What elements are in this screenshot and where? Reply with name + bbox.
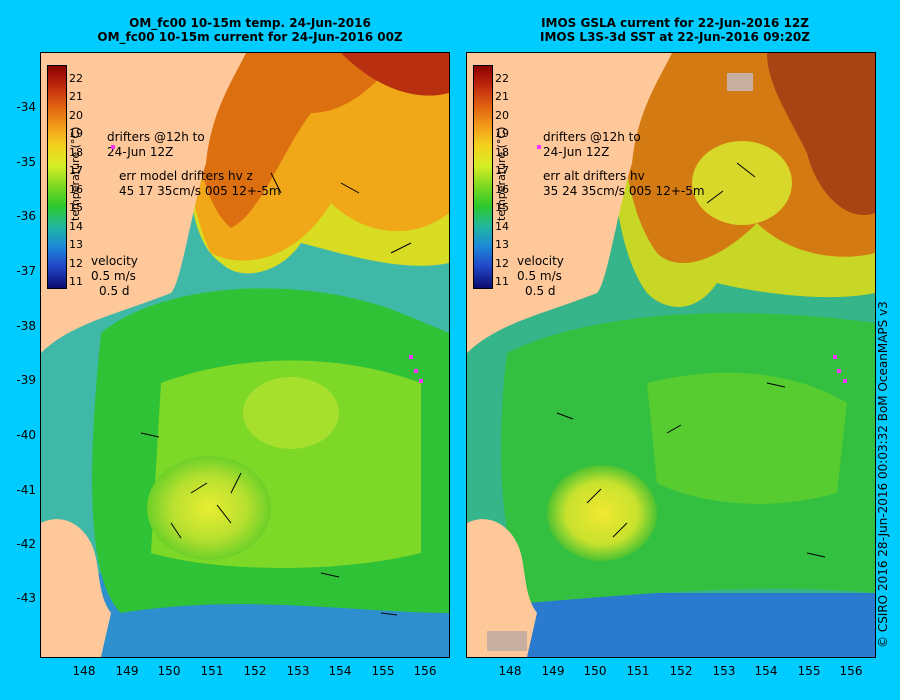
y-label: -42 [16,537,36,551]
y-label: -41 [16,483,36,497]
x-label: 151 [200,664,224,678]
right-colorbar-ticks: 22 21 20 19 18 17 16 15 14 13 12 11 [493,65,519,287]
tick: 16 [495,183,509,196]
drifter-marker [419,379,423,383]
err-label: err alt drifters hv [543,169,645,183]
velocity-speed: 0.5 m/s [517,269,562,283]
x-label: 155 [797,664,821,678]
x-label: 152 [669,664,693,678]
right-panel-title: IMOS GSLA current for 22-Jun-2016 12Z IM… [480,16,870,44]
err-values: 45 17 35cm/s 005 12+-5m [119,184,281,198]
drifter-marker [837,369,841,373]
tick: 18 [69,146,83,159]
tick: 14 [69,220,83,233]
x-label: 152 [243,664,267,678]
tick: 16 [69,183,83,196]
right-title-line2: IMOS L3S-3d SST at 22-Jun-2016 09:20Z [540,30,810,44]
tick: 21 [495,90,509,103]
tick: 22 [495,72,509,85]
right-map-panel: 22 21 20 19 18 17 16 15 14 13 12 11 temp… [466,52,876,658]
x-label: 153 [286,664,310,678]
x-label: 155 [371,664,395,678]
drifter-marker [409,355,413,359]
x-label: 156 [839,664,863,678]
tick: 13 [495,238,509,251]
drifter-marker [843,379,847,383]
right-map-field [467,53,875,657]
velocity-label: velocity [91,254,138,268]
x-label: 151 [626,664,650,678]
velocity-label: velocity [517,254,564,268]
drifter-marker [111,145,115,149]
tick: 11 [495,275,509,288]
tick: 15 [69,201,83,214]
right-colorbar-unit: temperature (°C) [495,126,508,221]
y-label: -34 [16,100,36,114]
y-label: -35 [16,155,36,169]
tick: 15 [495,201,509,214]
x-label: 150 [157,664,181,678]
tick: 12 [495,257,509,270]
credit-text: © CSIRO 2016 28-Jun-2016 00:03:32 BoM Oc… [876,301,890,648]
x-label: 148 [498,664,522,678]
x-label: 149 [541,664,565,678]
x-label: 148 [72,664,96,678]
drifter-marker [537,145,541,149]
y-label: -40 [16,428,36,442]
x-label: 149 [115,664,139,678]
tick: 22 [69,72,83,85]
left-map-panel: 22 21 20 19 18 17 16 15 14 13 12 11 temp… [40,52,450,658]
right-colorbar [473,65,493,289]
left-colorbar-ticks: 22 21 20 19 18 17 16 15 14 13 12 11 [67,65,93,287]
right-velocity-legend: velocity 0.5 m/s 0.5 d [517,254,564,299]
y-label: -36 [16,209,36,223]
drifter-marker [414,369,418,373]
velocity-duration: 0.5 d [99,284,130,298]
err-label: err model drifters hv z [119,169,253,183]
tick: 14 [495,220,509,233]
drifter-marker [833,355,837,359]
tick: 20 [69,109,83,122]
right-title-line1: IMOS GSLA current for 22-Jun-2016 12Z [541,16,809,30]
drifters-date: 24-Jun 12Z [543,145,610,159]
left-panel-title: OM_fc00 10-15m temp. 24-Jun-2016 OM_fc00… [60,16,440,44]
left-velocity-legend: velocity 0.5 m/s 0.5 d [91,254,138,299]
tick: 20 [495,109,509,122]
x-label: 153 [712,664,736,678]
left-drifter-legend: drifters @12h to 24-Jun 12Z [107,130,205,160]
err-values: 35 24 35cm/s 005 12+-5m [543,184,705,198]
tick: 13 [69,238,83,251]
tick: 17 [69,164,83,177]
y-label: -38 [16,319,36,333]
tick: 19 [69,127,83,140]
left-title-line1: OM_fc00 10-15m temp. 24-Jun-2016 [129,16,371,30]
x-label: 154 [328,664,352,678]
y-label: -39 [16,373,36,387]
tick: 17 [495,164,509,177]
tick: 12 [69,257,83,270]
y-label: -43 [16,591,36,605]
velocity-duration: 0.5 d [525,284,556,298]
tick: 18 [495,146,509,159]
drifters-date: 24-Jun 12Z [107,145,174,159]
x-label: 154 [754,664,778,678]
x-label: 150 [583,664,607,678]
drifters-label: drifters @12h to [107,130,205,144]
drifters-label: drifters @12h to [543,130,641,144]
left-colorbar [47,65,67,289]
tick: 21 [69,90,83,103]
left-colorbar-unit: temperature (°C) [69,126,82,221]
velocity-speed: 0.5 m/s [91,269,136,283]
right-error-legend: err alt drifters hv 35 24 35cm/s 005 12+… [543,169,705,199]
left-error-legend: err model drifters hv z 45 17 35cm/s 005… [119,169,281,199]
y-label: -37 [16,264,36,278]
right-drifter-legend: drifters @12h to 24-Jun 12Z [543,130,641,160]
x-label: 156 [413,664,437,678]
tick: 11 [69,275,83,288]
left-title-line2: OM_fc00 10-15m current for 24-Jun-2016 0… [97,30,403,44]
left-map-field [41,53,449,657]
tick: 19 [495,127,509,140]
